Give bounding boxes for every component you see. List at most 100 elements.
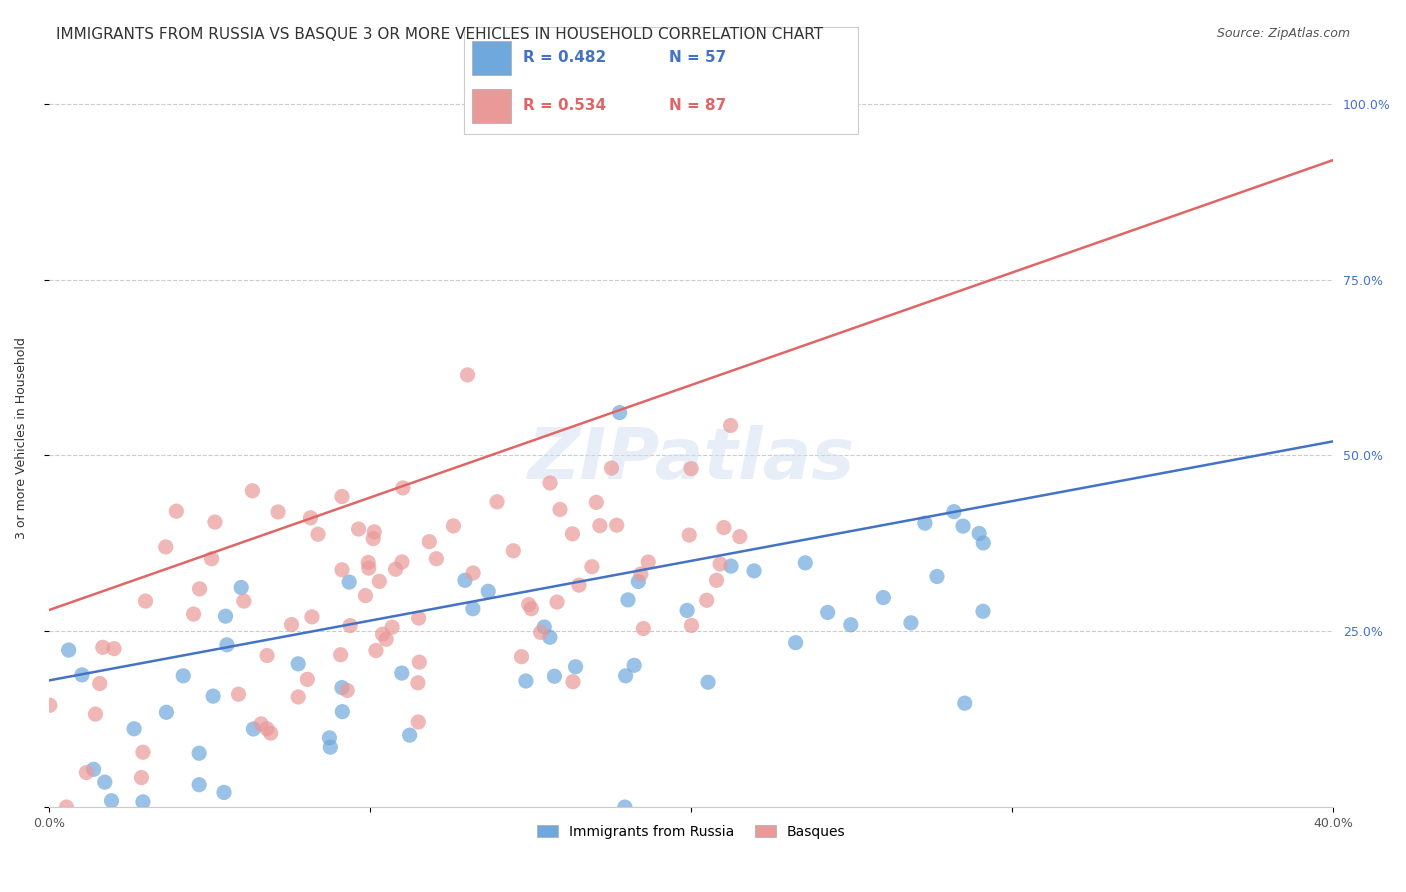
Point — [188, 582, 211, 596]
Point — [589, 518, 612, 533]
Point — [188, 746, 211, 760]
Point — [155, 540, 177, 554]
Point — [242, 483, 264, 498]
Point — [681, 461, 703, 475]
Point — [785, 635, 807, 649]
Point — [381, 620, 404, 634]
Point — [318, 731, 340, 745]
Point — [406, 714, 429, 729]
Point — [408, 611, 430, 625]
Point — [155, 706, 177, 720]
Point — [256, 722, 278, 736]
Point — [330, 563, 353, 577]
Text: ZIPatlas: ZIPatlas — [527, 425, 855, 494]
Point — [461, 601, 484, 615]
Point — [581, 559, 603, 574]
Point — [202, 689, 225, 703]
Point — [709, 557, 731, 571]
Point — [89, 676, 111, 690]
Legend: Immigrants from Russia, Basques: Immigrants from Russia, Basques — [531, 820, 851, 845]
Point — [212, 785, 235, 799]
Point — [280, 617, 302, 632]
Text: IMMIGRANTS FROM RUSSIA VS BASQUE 3 OR MORE VEHICLES IN HOUSEHOLD CORRELATION CHA: IMMIGRANTS FROM RUSSIA VS BASQUE 3 OR MO… — [56, 27, 824, 42]
Point — [609, 406, 631, 420]
FancyBboxPatch shape — [472, 41, 512, 75]
Point — [256, 648, 278, 663]
Point — [38, 698, 60, 713]
Point — [441, 519, 464, 533]
Point — [617, 593, 640, 607]
Point — [232, 594, 254, 608]
Point — [794, 556, 817, 570]
Point — [260, 726, 283, 740]
Point — [391, 666, 413, 681]
Point — [742, 564, 765, 578]
Point — [357, 561, 380, 575]
Point — [457, 368, 479, 382]
Point — [200, 551, 222, 566]
Point — [391, 555, 413, 569]
Point — [172, 669, 194, 683]
Point — [91, 640, 114, 655]
Point — [839, 617, 862, 632]
Point — [613, 800, 636, 814]
Point — [392, 481, 415, 495]
Point — [371, 627, 394, 641]
Point — [463, 566, 485, 580]
Point — [214, 609, 236, 624]
Point — [543, 669, 565, 683]
Point — [135, 594, 157, 608]
Point — [363, 524, 385, 539]
Point — [585, 495, 607, 509]
Point — [972, 604, 994, 618]
Point — [132, 745, 155, 759]
Point — [188, 778, 211, 792]
Point — [720, 418, 742, 433]
Point — [330, 705, 353, 719]
Point — [515, 673, 537, 688]
Point — [84, 707, 107, 722]
Point — [568, 578, 591, 592]
Point — [204, 515, 226, 529]
Point — [70, 668, 93, 682]
Point — [510, 649, 533, 664]
Point — [530, 625, 553, 640]
Point — [696, 593, 718, 607]
Point — [533, 620, 555, 634]
Text: R = 0.482: R = 0.482 — [523, 50, 606, 65]
Point — [354, 589, 377, 603]
Point — [103, 641, 125, 656]
Point — [600, 461, 623, 475]
Point — [408, 655, 430, 669]
Point — [606, 518, 628, 533]
Point — [301, 610, 323, 624]
Point — [713, 520, 735, 534]
Point — [546, 595, 568, 609]
Point — [561, 526, 583, 541]
Point — [706, 574, 728, 588]
Point — [952, 519, 974, 533]
Point — [872, 591, 894, 605]
FancyBboxPatch shape — [472, 89, 512, 123]
Point — [817, 606, 839, 620]
Y-axis label: 3 or more Vehicles in Household: 3 or more Vehicles in Household — [15, 337, 28, 539]
Point — [75, 765, 97, 780]
Point — [250, 717, 273, 731]
Point — [900, 615, 922, 630]
Point — [58, 643, 80, 657]
Point — [477, 584, 499, 599]
Point — [925, 569, 948, 583]
Point — [297, 673, 319, 687]
Point — [132, 795, 155, 809]
Point — [630, 567, 652, 582]
Point — [215, 638, 238, 652]
Point — [943, 505, 966, 519]
Point — [329, 648, 352, 662]
Point — [972, 536, 994, 550]
Point — [967, 526, 990, 541]
Text: Source: ZipAtlas.com: Source: ZipAtlas.com — [1216, 27, 1350, 40]
Point — [633, 622, 655, 636]
Point — [131, 771, 153, 785]
Point — [384, 562, 406, 576]
Point — [307, 527, 329, 541]
